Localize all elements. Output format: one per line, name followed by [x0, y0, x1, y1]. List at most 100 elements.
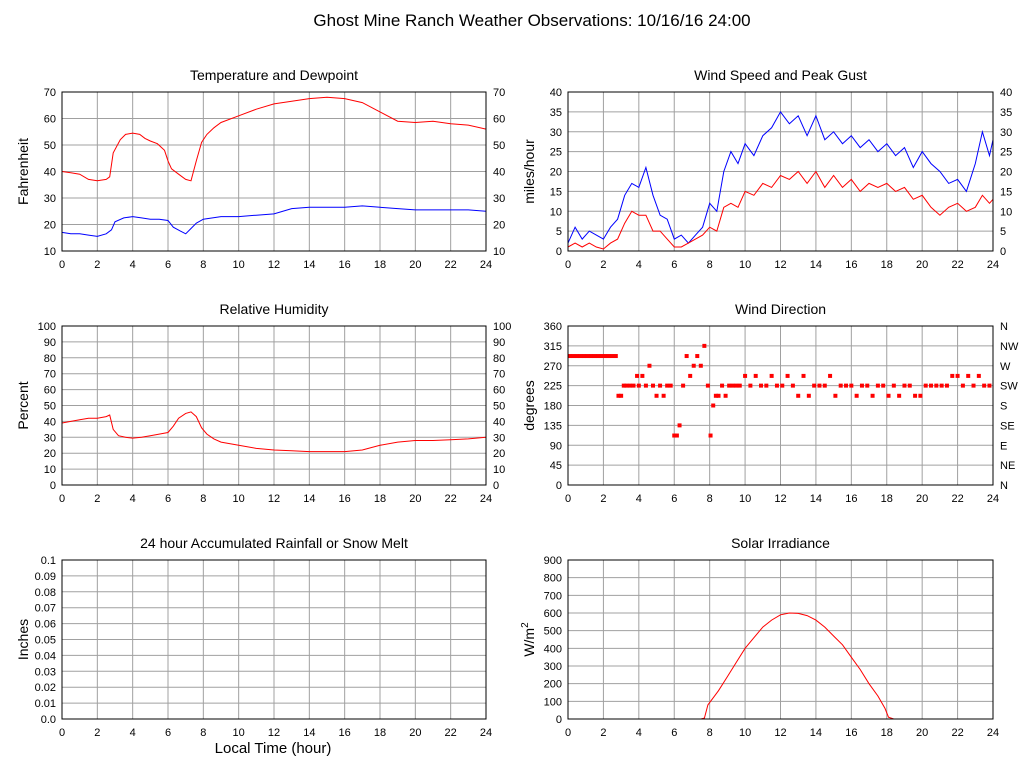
- x-tick-label: 20: [409, 259, 421, 271]
- data-point: [599, 354, 604, 359]
- x-tick-label: 0: [59, 493, 65, 505]
- data-point: [603, 354, 608, 359]
- y-tick-label: 0.05: [35, 635, 56, 647]
- x-tick-label: 12: [774, 727, 786, 739]
- y-tick-label: 0.07: [35, 603, 56, 615]
- panel-rainfall: 24 hour Accumulated Rainfall or Snow Mel…: [15, 535, 492, 739]
- panel-title: Wind Direction: [735, 301, 826, 317]
- y-tick-label: 315: [544, 341, 562, 353]
- x-tick-label: 16: [845, 493, 857, 505]
- y-tick-label: 20: [550, 167, 562, 179]
- x-tick-label: 4: [130, 493, 136, 505]
- y-tick-label: 100: [544, 696, 562, 708]
- right-tick-label: 40: [1000, 87, 1012, 99]
- data-point: [727, 383, 732, 388]
- right-tick-label: 40: [493, 167, 505, 179]
- y-tick-label: 0.09: [35, 571, 56, 583]
- right-tick-label: 60: [493, 114, 505, 126]
- data-point: [796, 393, 801, 398]
- x-tick-label: 24: [480, 259, 492, 271]
- right-tick-label: SW: [1000, 381, 1018, 393]
- panel-wind-direction: Wind Direction degrees 0 2 4 6 8 10 12 14 16 18 20…: [521, 301, 1019, 505]
- x-tick-label: 6: [165, 493, 171, 505]
- data-point: [640, 373, 645, 378]
- plot-area: 0 2 4 6 8 10 12 14 16 18 20 22 240459013518022527031…: [544, 321, 1019, 505]
- data-point: [833, 393, 838, 398]
- x-tick-label: 24: [987, 259, 999, 271]
- data-point: [665, 383, 670, 388]
- data-point: [987, 383, 992, 388]
- data-point: [702, 343, 707, 348]
- data-point: [684, 354, 689, 359]
- y-tick-label: 10: [44, 246, 56, 258]
- x-tick-label: 14: [303, 259, 315, 271]
- data-point: [854, 393, 859, 398]
- data-point: [748, 383, 753, 388]
- y-tick-label: 900: [544, 555, 562, 567]
- series-line-2: [61, 205, 487, 237]
- data-point: [661, 393, 666, 398]
- data-point: [764, 383, 769, 388]
- y-tick-label: 0.01: [35, 698, 56, 710]
- right-tick-label: 30: [1000, 127, 1012, 139]
- x-tick-label: 18: [881, 727, 893, 739]
- data-point: [567, 354, 572, 359]
- y-tick-label: 400: [544, 643, 562, 655]
- y-tick-label: 40: [550, 87, 562, 99]
- data-point: [955, 373, 960, 378]
- y-tick-label: 20: [44, 448, 56, 460]
- x-tick-label: 10: [739, 259, 751, 271]
- y-tick-label: 90: [44, 337, 56, 349]
- y-axis-label-superscript: 2: [520, 622, 531, 628]
- data-point: [844, 383, 849, 388]
- data-point: [668, 383, 673, 388]
- right-tick-label: 70: [493, 369, 505, 381]
- data-point: [881, 383, 886, 388]
- x-tick-label: 4: [636, 727, 642, 739]
- x-tick-label: 12: [774, 259, 786, 271]
- y-tick-label: 30: [44, 432, 56, 444]
- x-tick-label: 18: [374, 259, 386, 271]
- x-tick-label: 4: [636, 259, 642, 271]
- y-tick-label: 40: [44, 167, 56, 179]
- y-tick-label: 35: [550, 107, 562, 119]
- y-tick-label: 80: [44, 353, 56, 365]
- data-point: [929, 383, 934, 388]
- y-tick-label: 200: [544, 679, 562, 691]
- y-axis-label: Fahrenheit: [15, 138, 31, 205]
- data-point: [774, 383, 779, 388]
- right-tick-label: 10: [1000, 206, 1012, 218]
- data-point: [624, 383, 629, 388]
- x-axis-label: Local Time (hour): [215, 740, 332, 757]
- x-tick-label: 14: [810, 259, 822, 271]
- data-point: [918, 393, 923, 398]
- x-tick-label: 24: [480, 727, 492, 739]
- data-point: [681, 383, 686, 388]
- x-tick-label: 16: [845, 259, 857, 271]
- x-tick-label: 22: [445, 259, 457, 271]
- data-point: [875, 383, 880, 388]
- data-point: [592, 354, 597, 359]
- data-point: [581, 354, 586, 359]
- y-tick-label: 0.02: [35, 682, 56, 694]
- y-tick-label: 0.1: [41, 555, 56, 567]
- data-point: [785, 373, 790, 378]
- x-tick-label: 14: [810, 493, 822, 505]
- data-point: [658, 383, 663, 388]
- x-tick-label: 8: [200, 493, 206, 505]
- data-point: [743, 373, 748, 378]
- data-point: [613, 354, 618, 359]
- plot-frame: [567, 559, 994, 720]
- y-tick-label: 0: [556, 246, 562, 258]
- data-point: [621, 383, 626, 388]
- data-point: [801, 373, 806, 378]
- x-tick-label: 2: [94, 727, 100, 739]
- data-point: [806, 393, 811, 398]
- data-point: [753, 373, 758, 378]
- data-point: [976, 373, 981, 378]
- x-tick-label: 22: [445, 727, 457, 739]
- data-point: [643, 383, 648, 388]
- data-point: [812, 383, 817, 388]
